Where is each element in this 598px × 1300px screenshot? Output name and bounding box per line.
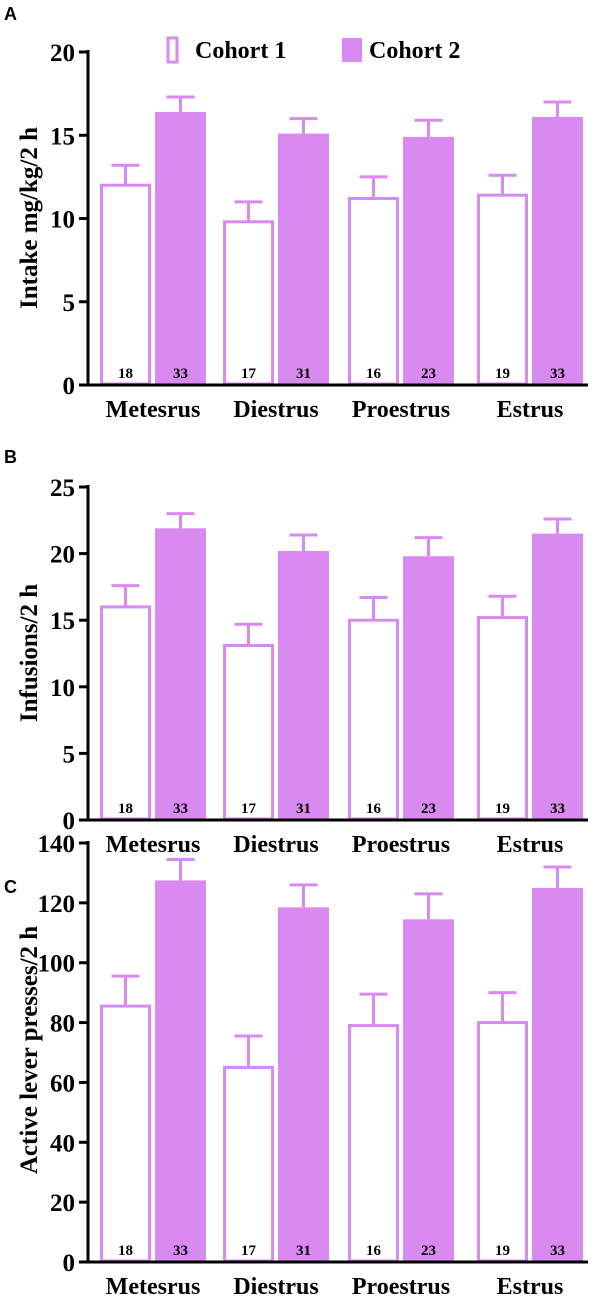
n-label-2-estrus: 33 [550,1243,565,1259]
x-tick-label-diestrus: Diestrus [233,1274,318,1300]
legend-label-cohort-1: Cohort 1 [195,38,286,64]
n-label-1-proestrus: 16 [366,366,382,382]
panel-b: B Infusions/2 h 18 33 Metesrus 17 31 Diestrus 16… [4,447,588,858]
panel-c: C Active lever presses/2 h 18 33 Metesrus 17 3… [4,831,588,1300]
bar-cohort-1-proestrus [348,618,399,821]
n-label-1-proestrus: 16 [366,801,382,817]
y-tick-label: 15 [50,123,75,150]
bar-cohort-2-metesrus [155,111,206,385]
n-label-1-estrus: 19 [495,1243,510,1259]
y-tick-label: 20 [50,40,75,67]
bar-cohort-2-diestrus [278,550,329,820]
bar-cohort-1-diestrus [223,1065,274,1263]
x-tick-label-metesrus: Metesrus [106,1274,201,1300]
n-label-2-metesrus: 33 [173,366,188,382]
bar-cohort-2-metesrus [155,528,206,820]
panel-letter: A [4,4,17,24]
y-tick-label: 0 [63,373,76,400]
bar-cohort-2-proestrus [403,919,454,1262]
x-tick-label-estrus: Estrus [497,832,564,858]
panel-a: A Intake mg/kg/2 h 18 33 Metesrus 17 31 Diestru… [4,4,588,423]
n-label-2-estrus: 33 [550,366,565,382]
y-tick-label: 15 [50,608,75,635]
legend-swatch-cohort-1 [166,36,179,64]
n-label-2-diestrus: 31 [296,801,311,817]
y-tick-label: 140 [38,831,76,858]
n-label-1-diestrus: 17 [241,801,257,817]
y-tick-label: 0 [63,808,76,835]
x-tick-label-proestrus: Proestrus [352,1274,450,1300]
n-label-2-diestrus: 31 [296,1243,311,1259]
n-label-2-proestrus: 23 [421,801,436,817]
legend-label-cohort-2: Cohort 2 [369,38,460,64]
n-label-1-estrus: 19 [495,801,510,817]
y-axis-label: Infusions/2 h [16,584,43,722]
x-tick-label-metesrus: Metesrus [106,397,201,423]
n-label-2-proestrus: 23 [421,1243,436,1259]
n-label-2-proestrus: 23 [421,366,436,382]
n-label-2-metesrus: 33 [173,801,188,817]
bar-cohort-1-estrus [477,1021,528,1263]
legend: Cohort 1 Cohort 2 [166,36,460,64]
bar-cohort-1-metesrus [100,183,151,386]
n-label-1-metesrus: 18 [118,366,133,382]
n-label-2-metesrus: 33 [173,1243,188,1259]
panels: A Intake mg/kg/2 h 18 33 Metesrus 17 31 Diestru… [4,4,588,1300]
x-tick-label-proestrus: Proestrus [352,832,450,858]
y-tick-label: 10 [50,207,75,234]
bar-cohort-1-proestrus [348,197,399,386]
bar-cohort-2-diestrus [278,133,329,385]
y-tick-label: 60 [50,1070,75,1097]
y-tick-label: 0 [63,1250,76,1277]
bar-cohort-1-metesrus [100,1004,151,1263]
y-tick-label: 10 [50,675,75,702]
y-tick-label: 40 [50,1130,75,1157]
bar-cohort-2-proestrus [403,136,454,385]
bar-cohort-1-estrus [477,616,528,821]
x-tick-label-proestrus: Proestrus [352,397,450,423]
y-tick-label: 20 [50,1190,75,1217]
n-label-1-diestrus: 17 [241,1243,257,1259]
y-tick-label: 100 [38,951,76,978]
x-tick-label-estrus: Estrus [497,397,564,423]
x-tick-label-estrus: Estrus [497,1274,564,1300]
y-tick-label: 20 [50,542,75,569]
panel-letter: B [4,447,17,467]
y-tick-label: 5 [63,741,76,768]
y-tick-label: 25 [50,475,75,502]
legend-swatch-cohort-2 [342,38,362,62]
x-tick-label-metesrus: Metesrus [106,832,201,858]
bar-cohort-2-diestrus [278,907,329,1262]
n-label-1-metesrus: 18 [118,1243,133,1259]
bar-cohort-1-metesrus [100,605,151,821]
bar-cohort-1-diestrus [223,644,274,821]
bar-cohort-2-metesrus [155,880,206,1262]
y-axis-label: Intake mg/kg/2 h [16,127,43,309]
y-tick-label: 120 [38,891,76,918]
n-label-2-estrus: 33 [550,801,565,817]
bar-cohort-1-diestrus [223,220,274,386]
bar-cohort-1-estrus [477,193,528,386]
bar-cohort-2-estrus [532,116,583,385]
x-tick-label-diestrus: Diestrus [233,397,318,423]
n-label-1-estrus: 19 [495,366,510,382]
y-tick-label: 5 [63,290,76,317]
panel-letter: C [4,877,17,897]
x-tick-label-diestrus: Diestrus [233,832,318,858]
y-axis-label: Active lever presses/2 h [16,926,43,1174]
y-tick-label: 80 [50,1011,75,1038]
n-label-1-proestrus: 16 [366,1243,382,1259]
n-label-1-diestrus: 17 [241,366,257,382]
bar-cohort-2-estrus [532,533,583,820]
bar-cohort-2-estrus [532,887,583,1262]
bar-cohort-2-proestrus [403,556,454,820]
bar-cohort-1-proestrus [348,1024,399,1263]
n-label-1-metesrus: 18 [118,801,133,817]
n-label-2-diestrus: 31 [296,366,311,382]
